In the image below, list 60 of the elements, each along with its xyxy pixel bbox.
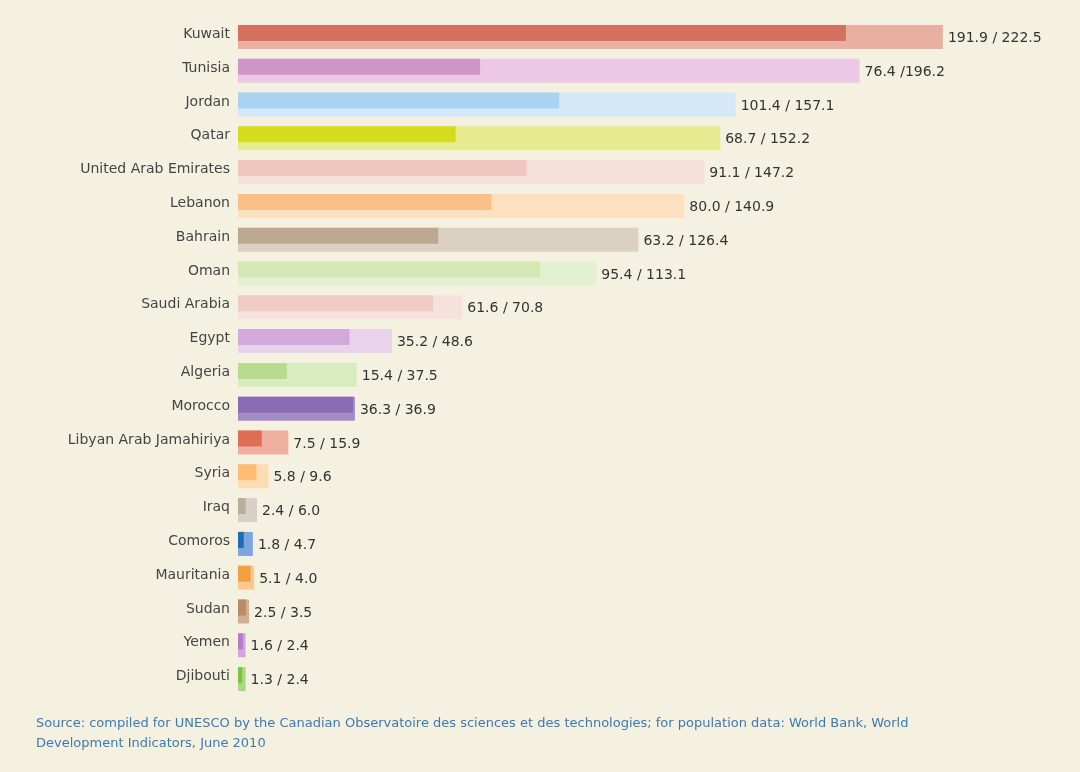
y-tick-label: Sudan xyxy=(185,599,230,616)
data-label: 68.7 / 152.2 xyxy=(725,130,811,147)
data-label: 1.6 / 2.4 xyxy=(250,637,309,654)
y-tick-label: Morocco xyxy=(171,396,230,413)
y-tick-label: Tunisia xyxy=(181,58,230,75)
y-tick-label: Qatar xyxy=(190,126,231,143)
y-tick-label: Libyan Arab Jamahiriya xyxy=(67,430,230,447)
bar xyxy=(238,633,244,650)
y-tick-label: Kuwait xyxy=(183,24,231,41)
y-tick-label: Bahrain xyxy=(175,227,230,244)
data-label: 15.4 / 37.5 xyxy=(361,366,438,383)
bar xyxy=(238,92,560,109)
data-label: 76.4 /196.2 xyxy=(864,62,945,79)
y-tick-label: Yemen xyxy=(182,633,230,650)
y-tick-label: Saudi Arabia xyxy=(141,295,230,312)
data-label: 101.4 / 157.1 xyxy=(740,96,835,113)
bar xyxy=(238,599,246,616)
data-label: 1.8 / 4.7 xyxy=(257,535,317,552)
y-tick-label: Lebanon xyxy=(170,193,230,210)
data-label: 5.8 / 9.6 xyxy=(273,468,332,485)
y-tick-label: United Arab Emirates xyxy=(80,160,230,177)
bar xyxy=(238,531,244,548)
bar xyxy=(238,160,527,177)
bar xyxy=(238,295,434,312)
bar xyxy=(238,464,257,481)
bar xyxy=(238,126,456,143)
data-label: 61.6 / 70.8 xyxy=(467,299,544,316)
data-label: 36.3 / 36.9 xyxy=(359,400,436,417)
bar xyxy=(238,498,246,515)
data-label: 91.1 / 147.2 xyxy=(709,164,795,181)
y-tick-label: Jordan xyxy=(184,92,230,109)
y-tick-label: Egypt xyxy=(189,329,231,346)
y-tick-label: Iraq xyxy=(202,498,230,515)
bar xyxy=(238,667,243,684)
bar xyxy=(238,58,481,75)
bar xyxy=(238,193,492,210)
bar xyxy=(238,396,353,413)
y-tick-label: Oman xyxy=(187,261,230,278)
data-label: 2.4 / 6.0 xyxy=(262,502,321,519)
data-label: 191.9 / 222.5 xyxy=(947,28,1042,45)
data-label: 80.0 / 140.9 xyxy=(689,197,775,214)
y-tick-label: Mauritania xyxy=(155,565,230,582)
data-label: 1.3 / 2.4 xyxy=(250,671,309,688)
y-tick-label: Comoros xyxy=(168,531,230,548)
bar xyxy=(238,24,846,41)
data-label: 5.1 / 4.0 xyxy=(259,569,318,586)
data-label: 95.4 / 113.1 xyxy=(601,265,687,282)
y-tick-label: Syria xyxy=(194,464,230,481)
bar xyxy=(238,362,287,379)
data-label: 35.2 / 48.6 xyxy=(396,333,474,350)
bar xyxy=(238,329,350,346)
y-tick-label: Djibouti xyxy=(175,667,230,684)
bar xyxy=(238,261,541,278)
data-label: 7.5 / 15.9 xyxy=(293,434,361,451)
data-label: 63.2 / 126.4 xyxy=(643,231,729,248)
bar xyxy=(238,430,262,447)
bar xyxy=(238,227,439,244)
data-label: 2.5 / 3.5 xyxy=(254,603,313,620)
y-tick-label: Algeria xyxy=(180,362,230,379)
source-note: Source: compiled for UNESCO by the Canadian Observatoire des sciences et des technologies; for population data: World Bank, World Development Indicators, June 2010 xyxy=(36,714,913,750)
